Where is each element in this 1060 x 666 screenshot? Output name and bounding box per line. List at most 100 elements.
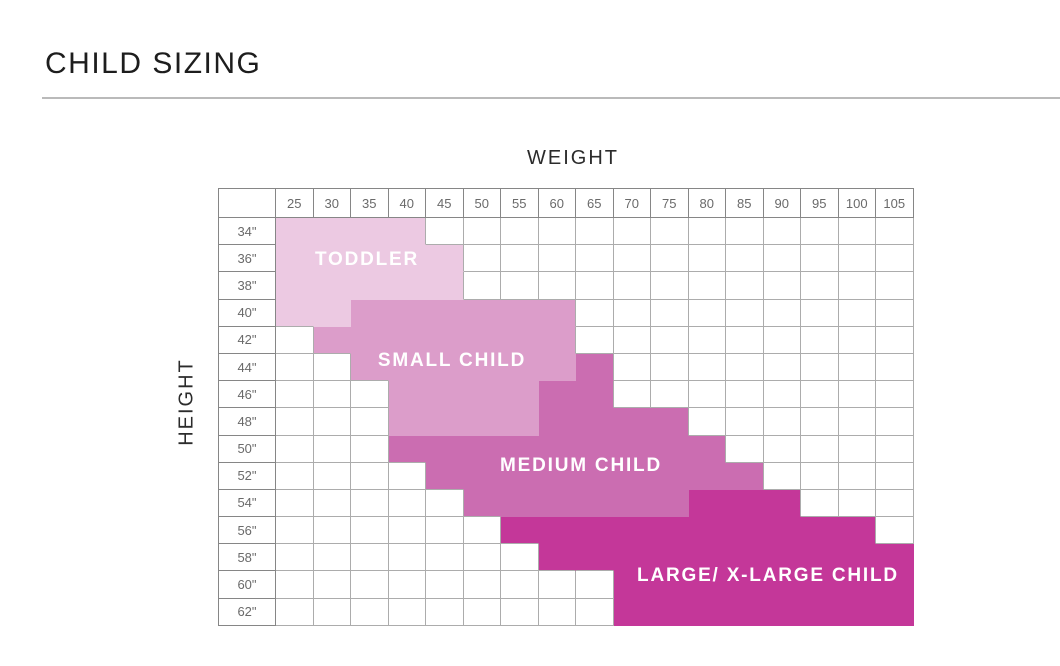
grid-cell (763, 272, 801, 300)
grid-cell (651, 299, 689, 327)
grid-cell (426, 598, 464, 626)
region-cell (463, 353, 501, 382)
region-cell (501, 517, 539, 545)
grid-cell (763, 408, 801, 436)
grid-cell (801, 408, 839, 436)
grid-cell (726, 408, 764, 436)
region-cell (576, 517, 614, 545)
col-header-cell: 40 (388, 189, 426, 218)
row-header-cell: 44" (219, 353, 276, 382)
region-cell (876, 571, 914, 599)
region-cell (388, 245, 426, 273)
row-header-cell: 46" (219, 381, 276, 409)
region-cell (313, 245, 351, 273)
region-cell (388, 272, 426, 300)
region-cell (538, 435, 576, 463)
region-cell (688, 571, 726, 599)
grid-cell (276, 326, 314, 354)
region-cell (351, 218, 389, 246)
region-cell (801, 517, 839, 545)
grid-cell (763, 435, 801, 463)
grid-cell (838, 299, 876, 327)
grid-cell (688, 353, 726, 382)
grid-cell (726, 245, 764, 273)
region-cell (351, 272, 389, 300)
grid-cell (801, 381, 839, 409)
grid-cell (876, 489, 914, 518)
region-cell (726, 462, 764, 490)
grid-cell (351, 598, 389, 626)
row-header-cell: 52" (219, 462, 276, 490)
col-header-cell: 90 (763, 189, 801, 218)
region-cell (426, 435, 464, 463)
grid-cell (501, 571, 539, 599)
grid-cell (426, 489, 464, 518)
grid-cell (388, 544, 426, 572)
grid-cell (801, 435, 839, 463)
grid-cell (501, 218, 539, 246)
region-cell (613, 517, 651, 545)
grid-cell (726, 272, 764, 300)
grid-cell (351, 489, 389, 518)
region-cell (538, 408, 576, 436)
grid-cell (876, 326, 914, 354)
region-cell (576, 408, 614, 436)
col-header-cell: 70 (613, 189, 651, 218)
grid-cell (613, 218, 651, 246)
region-cell (501, 435, 539, 463)
grid-cell (426, 517, 464, 545)
grid-cell (838, 408, 876, 436)
grid-cell (613, 299, 651, 327)
grid-cell (876, 462, 914, 490)
region-cell (426, 353, 464, 382)
grid-cell (801, 299, 839, 327)
grid-cell (801, 245, 839, 273)
region-cell (426, 462, 464, 490)
region-cell (388, 381, 426, 409)
grid-cell (388, 462, 426, 490)
col-header-cell: 60 (538, 189, 576, 218)
region-cell (688, 462, 726, 490)
grid-cell (538, 598, 576, 626)
region-cell (763, 517, 801, 545)
region-cell (501, 326, 539, 354)
grid-cell (388, 598, 426, 626)
region-cell (688, 544, 726, 572)
grid-cell (351, 517, 389, 545)
region-cell (576, 353, 614, 382)
grid-cell (276, 462, 314, 490)
grid-cell (276, 517, 314, 545)
grid-cell (763, 299, 801, 327)
region-cell (538, 462, 576, 490)
grid-cell (463, 598, 501, 626)
grid-cell (388, 571, 426, 599)
region-cell (651, 435, 689, 463)
region-cell (463, 381, 501, 409)
region-cell (688, 435, 726, 463)
grid-cell (426, 218, 464, 246)
grid-cell (726, 218, 764, 246)
col-header-cell: 100 (838, 189, 876, 218)
weight-axis-label: WEIGHT (527, 147, 619, 169)
region-cell (576, 489, 614, 518)
region-cell (763, 544, 801, 572)
grid-cell (613, 353, 651, 382)
region-cell (388, 326, 426, 354)
region-cell (726, 517, 764, 545)
grid-cell (726, 353, 764, 382)
col-header-cell: 55 (501, 189, 539, 218)
grid-cell (801, 218, 839, 246)
grid-cell (838, 489, 876, 518)
col-header-cell: 85 (726, 189, 764, 218)
grid-cell (276, 408, 314, 436)
col-header-cell: 35 (351, 189, 389, 218)
region-cell (613, 462, 651, 490)
grid-cell (688, 299, 726, 327)
grid-cell (351, 435, 389, 463)
grid-cell (276, 571, 314, 599)
grid-cell (313, 517, 351, 545)
row-header-cell: 36" (219, 245, 276, 273)
grid-cell (463, 517, 501, 545)
grid-cell (876, 435, 914, 463)
row-header-cell: 62" (219, 598, 276, 626)
